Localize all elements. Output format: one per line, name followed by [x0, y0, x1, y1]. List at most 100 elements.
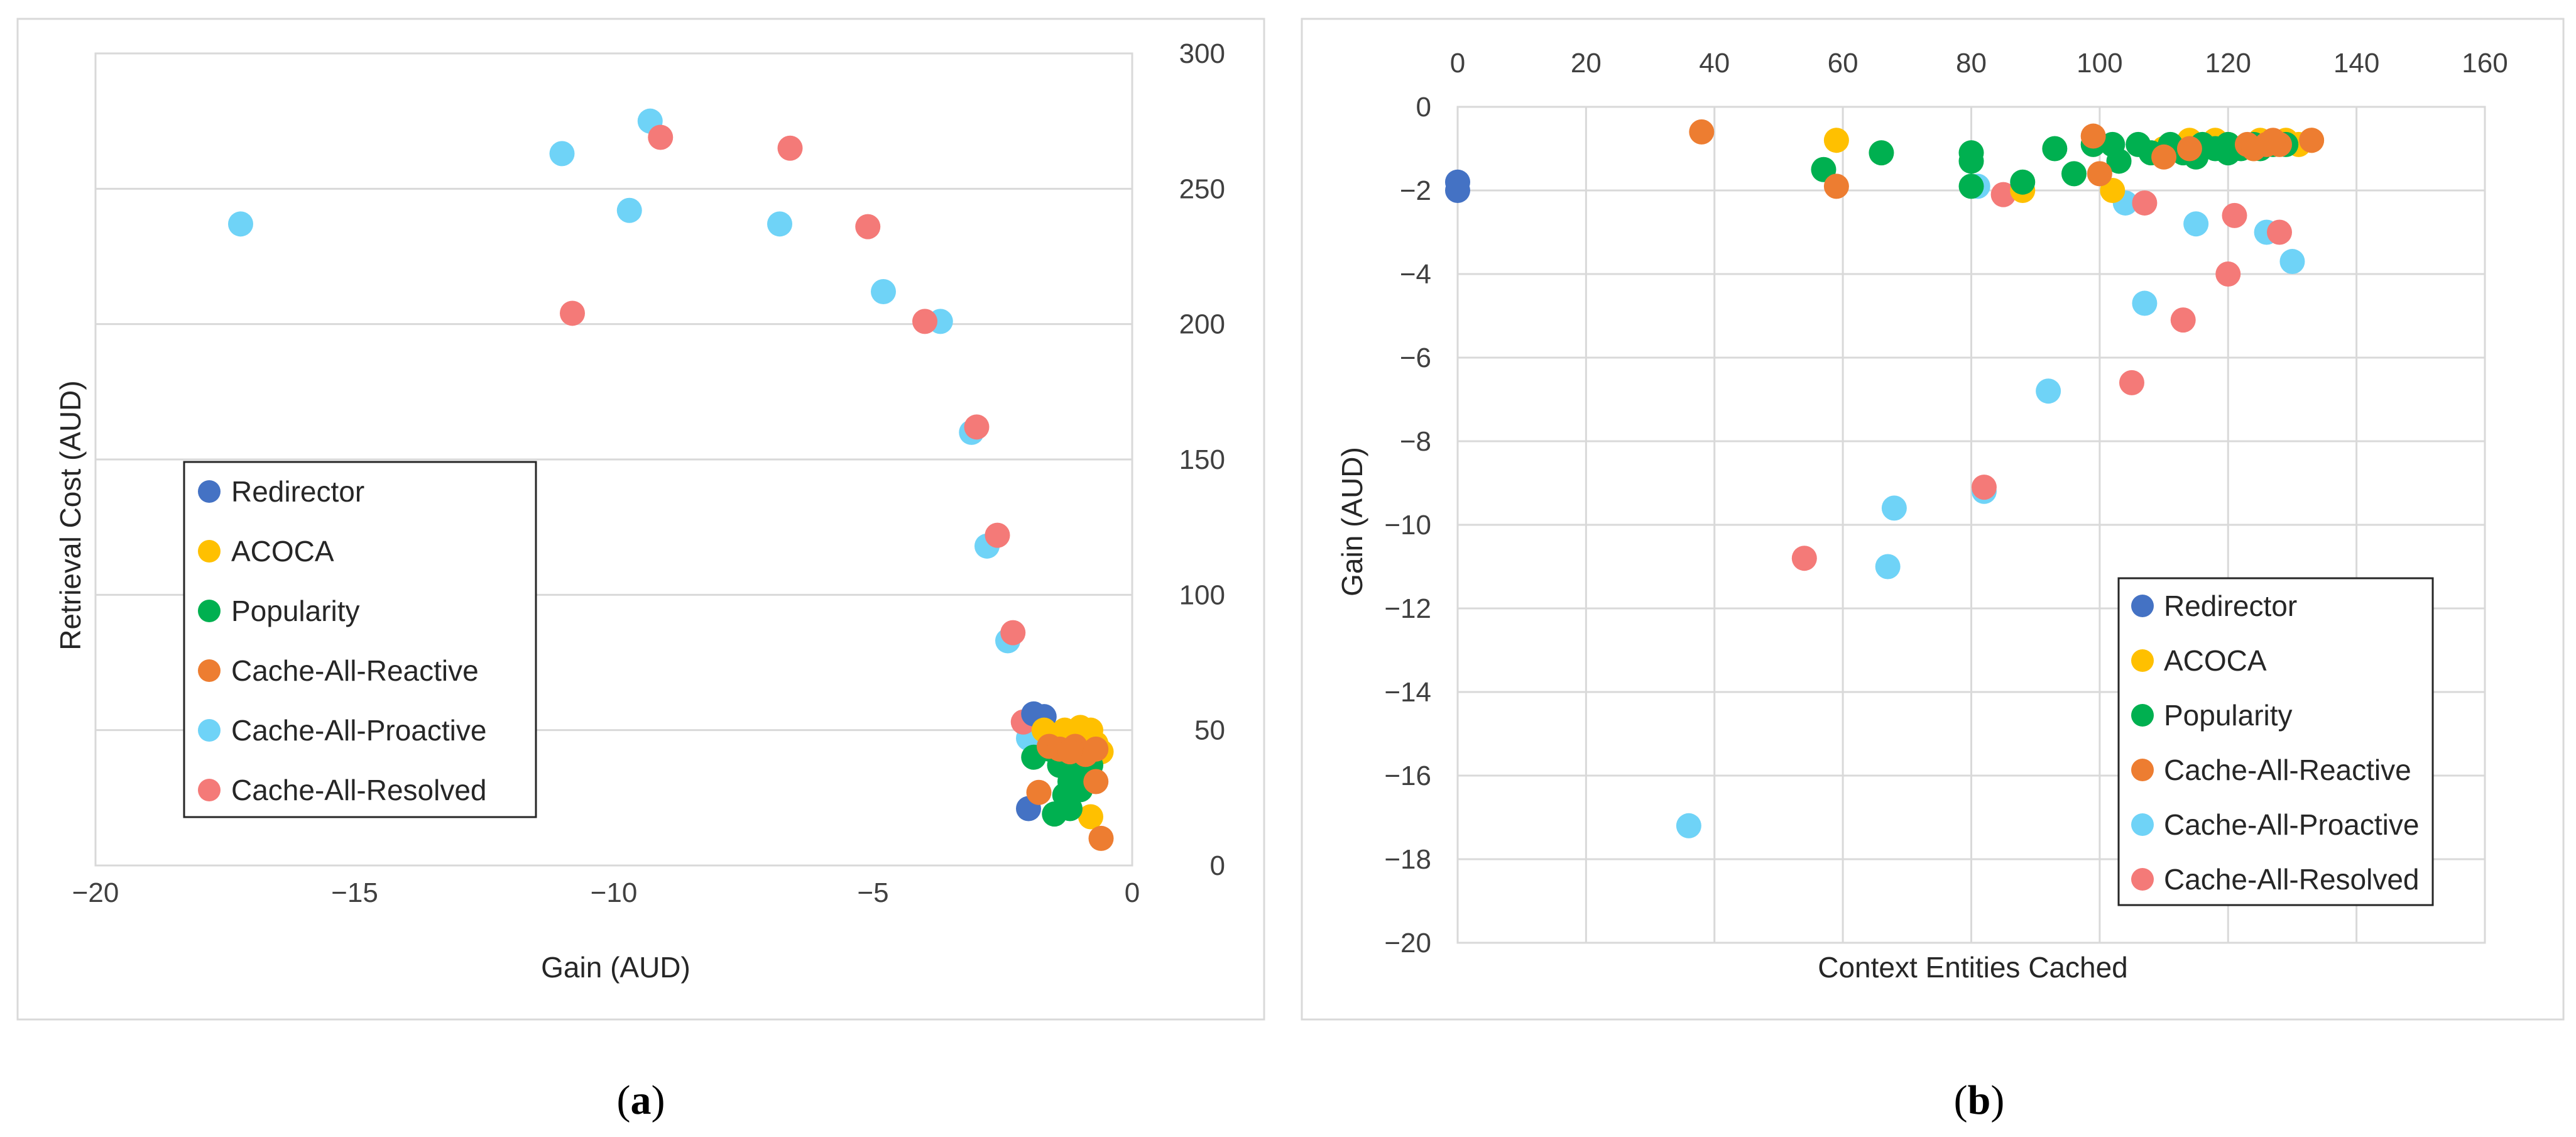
panel-b-legend-marker	[2131, 704, 2154, 727]
panel-b-point	[1869, 140, 1894, 166]
panel-b-y-tick-label: −12	[1384, 593, 1431, 624]
panel-b-point	[2183, 211, 2209, 237]
panel-b-point	[2010, 169, 2036, 195]
panel-b-point	[2036, 378, 2061, 404]
panel-b-point	[2087, 161, 2112, 187]
panel-a-point	[1057, 769, 1083, 794]
panel-b-y-ticks: 0 −2 −4 −6 −8 −10 −12 −14 −16 −18 −20	[1384, 92, 1431, 958]
panel-a-x-tick-label: −10	[591, 877, 638, 908]
panel-b-y-tick-label: −16	[1384, 761, 1431, 791]
panel-a-y-tick-label: 200	[1179, 309, 1225, 340]
panel-a-x-tick-label: 0	[1125, 877, 1140, 908]
panel-a-legend-label: Redirector	[231, 475, 364, 508]
caption-a: (a)	[617, 1077, 665, 1123]
panel-a-point	[1083, 736, 1109, 762]
panel-a-point	[777, 135, 803, 161]
panel-b-y-tick-label: −10	[1384, 510, 1431, 541]
panel-b-point	[2119, 370, 2144, 395]
panel-a-point	[912, 309, 937, 334]
panel-a-point	[767, 211, 792, 237]
panel-b-point	[2279, 249, 2305, 275]
panel-a-point	[1000, 620, 1026, 645]
panel-a-legend-label: Cache-All-Reactive	[231, 654, 479, 687]
panel-a-y-tick-label: 250	[1179, 173, 1225, 204]
panel-a-legend-marker	[198, 779, 221, 801]
panel-a-y-tick-label: 50	[1194, 715, 1225, 746]
panel-b-point	[2106, 148, 2132, 174]
panel-b-point	[1676, 813, 1701, 838]
panel-b-legend: Redirector ACOCA Popularity Cache-All-React…	[2117, 577, 2434, 906]
panel-a-y-tick-label: 300	[1179, 38, 1225, 69]
panel-b-legend-label: Cache-All-Proactive	[2164, 808, 2419, 841]
panel-a-legend: Redirector ACOCA Popularity Cache-All-React…	[183, 461, 537, 818]
panel-b-x-tick-label: 140	[2333, 48, 2379, 79]
panel-a-point	[1026, 779, 1052, 805]
panel-b-y-tick-label: −20	[1384, 928, 1431, 958]
panel-b-y-tick-label: −14	[1384, 677, 1431, 708]
panel-b-point	[1881, 495, 1907, 521]
panel-a-legend-marker	[198, 480, 221, 503]
panel-a-legend-label: ACOCA	[231, 535, 334, 568]
panel-b-point	[2132, 290, 2158, 316]
panel-b-legend-marker	[2131, 759, 2154, 781]
panel-b-y-tick-label: 0	[1416, 92, 1431, 123]
panel-a-point	[871, 278, 896, 304]
panel-b-x-tick-label: 100	[2077, 48, 2122, 79]
panel-b-points	[1445, 119, 2325, 838]
panel-b-y-tick-label: −6	[1400, 343, 1431, 373]
panel-a-x-ticks: −20 −15 −10 −5 0	[72, 877, 1140, 908]
panel-a-point	[985, 522, 1010, 548]
panel-b-point	[2267, 219, 2292, 245]
panel-b-point	[1823, 128, 1849, 153]
panel-b-point	[2176, 136, 2202, 162]
panel-b-legend-label: Popularity	[2164, 699, 2293, 732]
panel-a-point	[560, 300, 585, 326]
panel-a-point	[1088, 825, 1114, 851]
panel-b-point	[2132, 190, 2158, 216]
panel-b-legend-frame	[2117, 577, 2434, 906]
panel-b-y-tick-label: −18	[1384, 844, 1431, 875]
panel-b-x-ticks: 0 20 40 60 80 100 120 140 160	[1450, 48, 2508, 79]
panel-a-point	[1083, 769, 1109, 794]
panel-b-point	[2080, 123, 2106, 149]
panel-a-legend-marker	[198, 600, 221, 622]
panel-b-point	[2042, 136, 2068, 162]
panel-a-x-tick-label: −5	[857, 877, 888, 908]
panel-b-point	[2222, 202, 2247, 228]
panel-a-y-axis-title: Retrieval Cost (AUD)	[54, 380, 87, 650]
panel-a-legend-label: Cache-All-Proactive	[231, 714, 486, 747]
panel-b-x-tick-label: 20	[1571, 48, 1602, 79]
panel-b-point	[1875, 554, 1901, 579]
panel-b-y-axis-title: Gain (AUD)	[1336, 447, 1368, 596]
panel-b-point	[1791, 546, 1817, 571]
panel-a-points	[228, 108, 1114, 851]
panel-a-point	[1078, 804, 1103, 830]
panel-a-legend-marker	[198, 659, 221, 682]
panel-a-x-tick-label: −20	[72, 877, 119, 908]
panel-b-x-tick-label: 60	[1828, 48, 1858, 79]
panel-b-point	[1958, 173, 1984, 199]
panel-a-x-tick-label: −15	[331, 877, 378, 908]
panel-b-point	[1823, 173, 1849, 199]
caption-b: (b)	[1954, 1077, 2005, 1123]
panel-a-point	[228, 211, 253, 237]
panel-b-y-tick-label: −2	[1400, 175, 1431, 206]
panel-a: −20 −15 −10 −5 0 0 50 100 150 200 250 300 Gain (AU…	[16, 18, 1265, 1021]
panel-a-y-tick-label: 150	[1179, 444, 1225, 475]
panel-b-legend-label: ACOCA	[2164, 644, 2267, 677]
panel-a-point	[855, 214, 881, 239]
panel-b-y-tick-label: −8	[1400, 426, 1431, 457]
panel-a-legend-label: Popularity	[231, 595, 360, 627]
panel-b-point	[2151, 144, 2177, 170]
panel-b-point	[2215, 261, 2241, 287]
panel-b-legend-marker	[2131, 868, 2154, 891]
panel-b-point	[2061, 161, 2087, 187]
panel-b-legend-marker	[2131, 595, 2154, 617]
panel-a-x-axis-title: Gain (AUD)	[541, 951, 690, 984]
panel-a-point	[648, 124, 674, 150]
panel-a-legend-label: Cache-All-Resolved	[231, 774, 487, 806]
panel-b-legend-marker	[2131, 813, 2154, 836]
panel-b-x-tick-label: 0	[1450, 48, 1465, 79]
panel-a-point	[1057, 739, 1083, 765]
